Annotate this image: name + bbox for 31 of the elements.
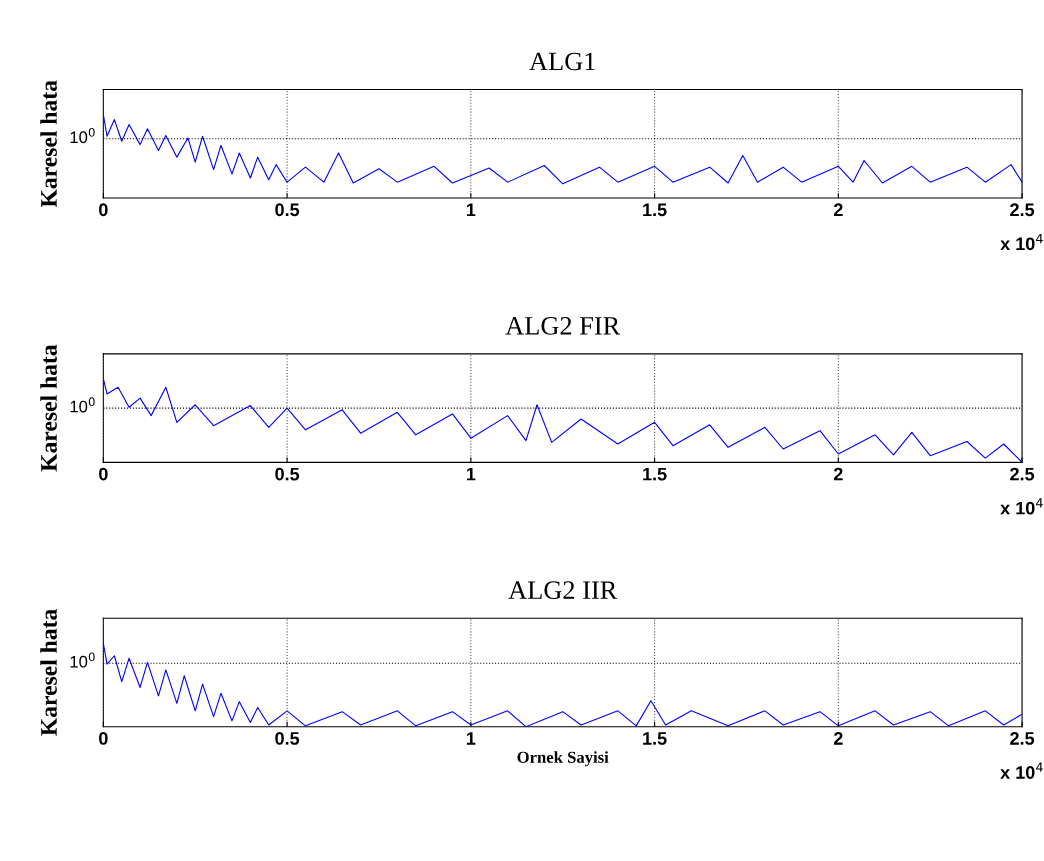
x-tick-label: 1.5 (643, 732, 667, 745)
text: x 10$^{4}$ (1000, 762, 1043, 779)
text: x 10$^{4}$ (1000, 233, 1043, 251)
chart-title: ALG1 (529, 52, 595, 71)
text: x 10$^{4}$ (1000, 498, 1043, 515)
x-tick-label: 1.5 (643, 467, 667, 481)
y-axis-title: Karesel hata (40, 609, 57, 736)
x-axis-title: Ornek Sayisi (517, 751, 609, 767)
x-tick-label: 0.5 (275, 203, 300, 217)
text: 10$^{0}$ (70, 652, 95, 668)
x-tick-label: 2 (833, 203, 843, 216)
chart-title: ALG2 FIR (505, 316, 621, 335)
y-axis-title: Karesel hata (40, 80, 57, 208)
chart-title: ALG2 IIR (508, 581, 618, 600)
x-tick-label: 2 (833, 467, 843, 481)
x-tick-label: 0 (99, 732, 108, 745)
x-tick-label: 0.5 (275, 732, 300, 745)
x-tick-label: 2 (833, 732, 843, 745)
text: 10$^{0}$ (70, 397, 95, 413)
x-tick-label: 1 (466, 732, 476, 745)
x-tick-label: 2.5 (1010, 732, 1035, 745)
x-tick-label: 1 (466, 467, 476, 481)
x-tick-label: 0 (99, 467, 108, 481)
x-tick-label: 1.5 (643, 203, 667, 217)
text: 10$^{0}$ (70, 127, 95, 144)
y-axis-title: Karesel hata (40, 344, 57, 472)
x-tick-label: 2.5 (1010, 203, 1035, 217)
x-tick-label: 1 (466, 203, 476, 216)
x-tick-label: 0.5 (275, 467, 300, 481)
x-tick-label: 2.5 (1010, 467, 1035, 481)
x-tick-label: 0 (99, 203, 108, 217)
